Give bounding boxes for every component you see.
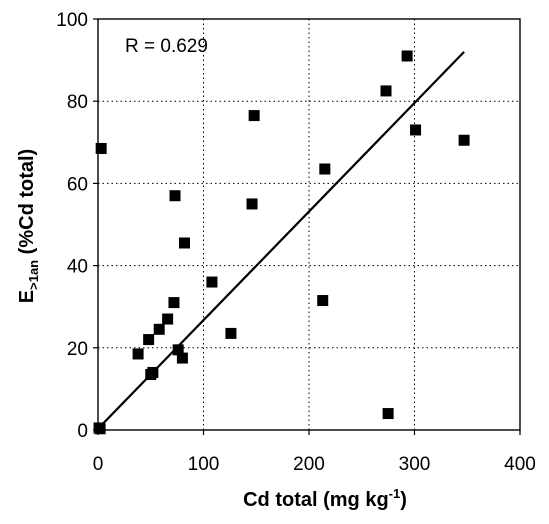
x-tick-label: 300 [399, 454, 431, 475]
y-axis-title: E>1an (%Cd total) [16, 149, 41, 303]
data-point [317, 295, 329, 307]
data-point [147, 366, 159, 378]
y-tick-label: 100 [56, 10, 88, 31]
data-point [162, 313, 174, 325]
data-point [153, 323, 165, 335]
data-point [246, 198, 258, 210]
y-tick-label: 60 [67, 174, 88, 195]
data-point [410, 124, 422, 136]
data-point [95, 142, 107, 154]
r-value-annotation: R = 0.629 [125, 36, 208, 57]
data-point [169, 190, 181, 202]
y-tick-label: 40 [67, 257, 88, 278]
data-point [176, 352, 188, 364]
y-tick-label: 20 [67, 339, 88, 360]
data-point [319, 163, 331, 175]
y-tick-label: 0 [77, 421, 88, 442]
data-points [93, 50, 470, 435]
data-point [248, 110, 260, 122]
data-point [401, 50, 413, 62]
data-point [206, 276, 218, 288]
data-point [172, 344, 184, 356]
data-point [94, 423, 106, 435]
plot-area-frame [97, 18, 521, 431]
data-point [382, 408, 394, 420]
grid-lines [98, 19, 520, 430]
data-point [179, 237, 191, 249]
x-tick-label: 0 [93, 454, 104, 475]
x-tick-label: 100 [188, 454, 220, 475]
axis-ticks: 0 100 200 300 400 0 20 40 60 80 100 [56, 10, 536, 475]
data-point [168, 297, 180, 309]
y-tick-label: 80 [67, 92, 88, 113]
data-point [458, 134, 470, 146]
x-tick-label: 200 [293, 454, 325, 475]
data-point [143, 334, 155, 346]
x-axis-title: Cd total (mg kg-1) [243, 486, 407, 511]
data-point [225, 327, 237, 339]
data-point [132, 348, 144, 360]
data-point [380, 85, 392, 97]
trendline [97, 51, 465, 430]
x-tick-label: 400 [504, 454, 536, 475]
